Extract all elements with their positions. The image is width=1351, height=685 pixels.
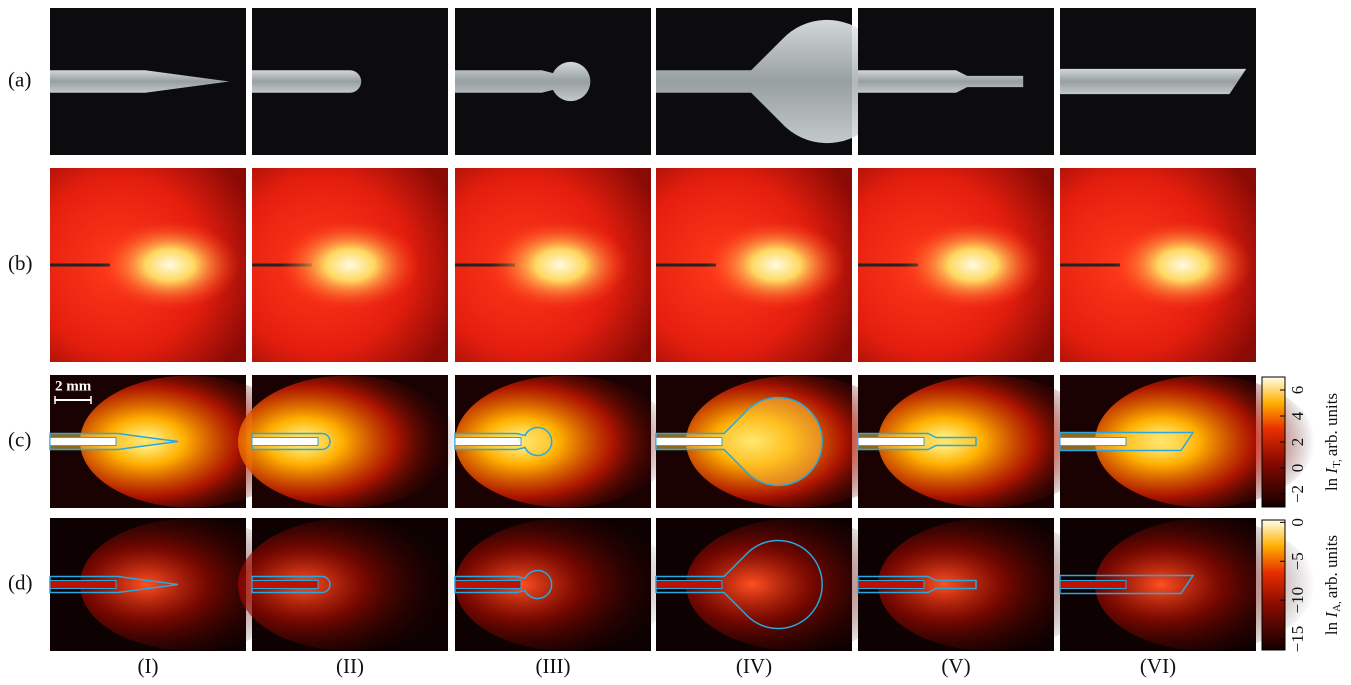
colorbar-tick-label: −5	[1288, 552, 1307, 570]
colorbar-tick-label: −10	[1288, 587, 1307, 614]
label-subscript: T,	[1331, 459, 1343, 468]
panel	[238, 375, 458, 508]
label-subscript: A,	[1331, 601, 1343, 612]
panel	[252, 8, 448, 155]
colorbar-tick-label: 6	[1288, 386, 1307, 395]
column-label: (I)	[138, 654, 159, 678]
panel	[455, 375, 675, 508]
fiber-photo	[1060, 69, 1246, 94]
panel	[50, 168, 246, 362]
panel	[858, 168, 1054, 362]
fiber-core	[656, 438, 722, 446]
fiber-core	[50, 438, 116, 446]
column-label: (III)	[536, 654, 571, 678]
colorbar	[1262, 520, 1285, 650]
panel	[656, 8, 889, 155]
fiber-photo	[252, 70, 361, 92]
column-label: (II)	[336, 654, 364, 678]
column-label: (IV)	[736, 654, 772, 678]
glow	[100, 220, 240, 310]
colorbar-tick-label: −15	[1288, 626, 1307, 653]
row-label: (d)	[8, 570, 33, 594]
fiber-core	[858, 581, 924, 589]
fiber-core	[252, 581, 318, 589]
scale-bar-label: 2 mm	[55, 378, 92, 394]
panel	[1060, 8, 1256, 155]
panel	[50, 8, 246, 155]
label-prefix: ln	[1322, 474, 1341, 491]
glow	[280, 220, 420, 310]
fiber-core	[50, 581, 116, 589]
colorbar-tick-label: 2	[1288, 438, 1307, 447]
fiber-core	[252, 438, 318, 446]
label-suffix: arb. units	[1322, 393, 1341, 456]
colorbar-tick-label: −2	[1288, 485, 1307, 503]
glow	[706, 220, 846, 310]
column-label: (V)	[941, 654, 970, 678]
glow	[1113, 220, 1253, 310]
panel	[455, 8, 651, 155]
panels	[50, 8, 1315, 651]
fiber-core	[455, 581, 521, 589]
panel	[1060, 168, 1256, 362]
panel	[252, 168, 448, 362]
panel	[238, 518, 458, 651]
glow	[490, 220, 630, 310]
row-label: (b)	[8, 251, 33, 275]
panel	[656, 168, 852, 362]
fiber-core	[656, 581, 722, 589]
glow	[903, 220, 1043, 310]
colorbar-label: ln IA,arb. units	[1322, 535, 1343, 635]
column-label: (VI)	[1140, 654, 1176, 678]
fiber-core	[1060, 581, 1126, 589]
panel	[455, 168, 651, 362]
colorbar-tick-label: 4	[1288, 411, 1307, 420]
fiber-core	[858, 438, 924, 446]
fiber-core	[455, 438, 521, 446]
fiber-core	[1060, 438, 1126, 446]
panel	[455, 518, 675, 651]
label-suffix: arb. units	[1322, 535, 1341, 598]
colorbar-label: ln IT,arb. units	[1322, 393, 1343, 491]
row-label: (a)	[8, 67, 31, 91]
figure: 2 mm (a) (b) (c) (d) (I) (II) (III) (IV) (V) (VI)…	[0, 0, 1351, 685]
label-prefix: ln	[1322, 618, 1341, 635]
row-label: (c)	[8, 427, 31, 451]
colorbar-tick-label: 0	[1288, 464, 1307, 473]
panel	[858, 8, 1054, 155]
colorbar-tick-label: 0	[1288, 518, 1307, 527]
